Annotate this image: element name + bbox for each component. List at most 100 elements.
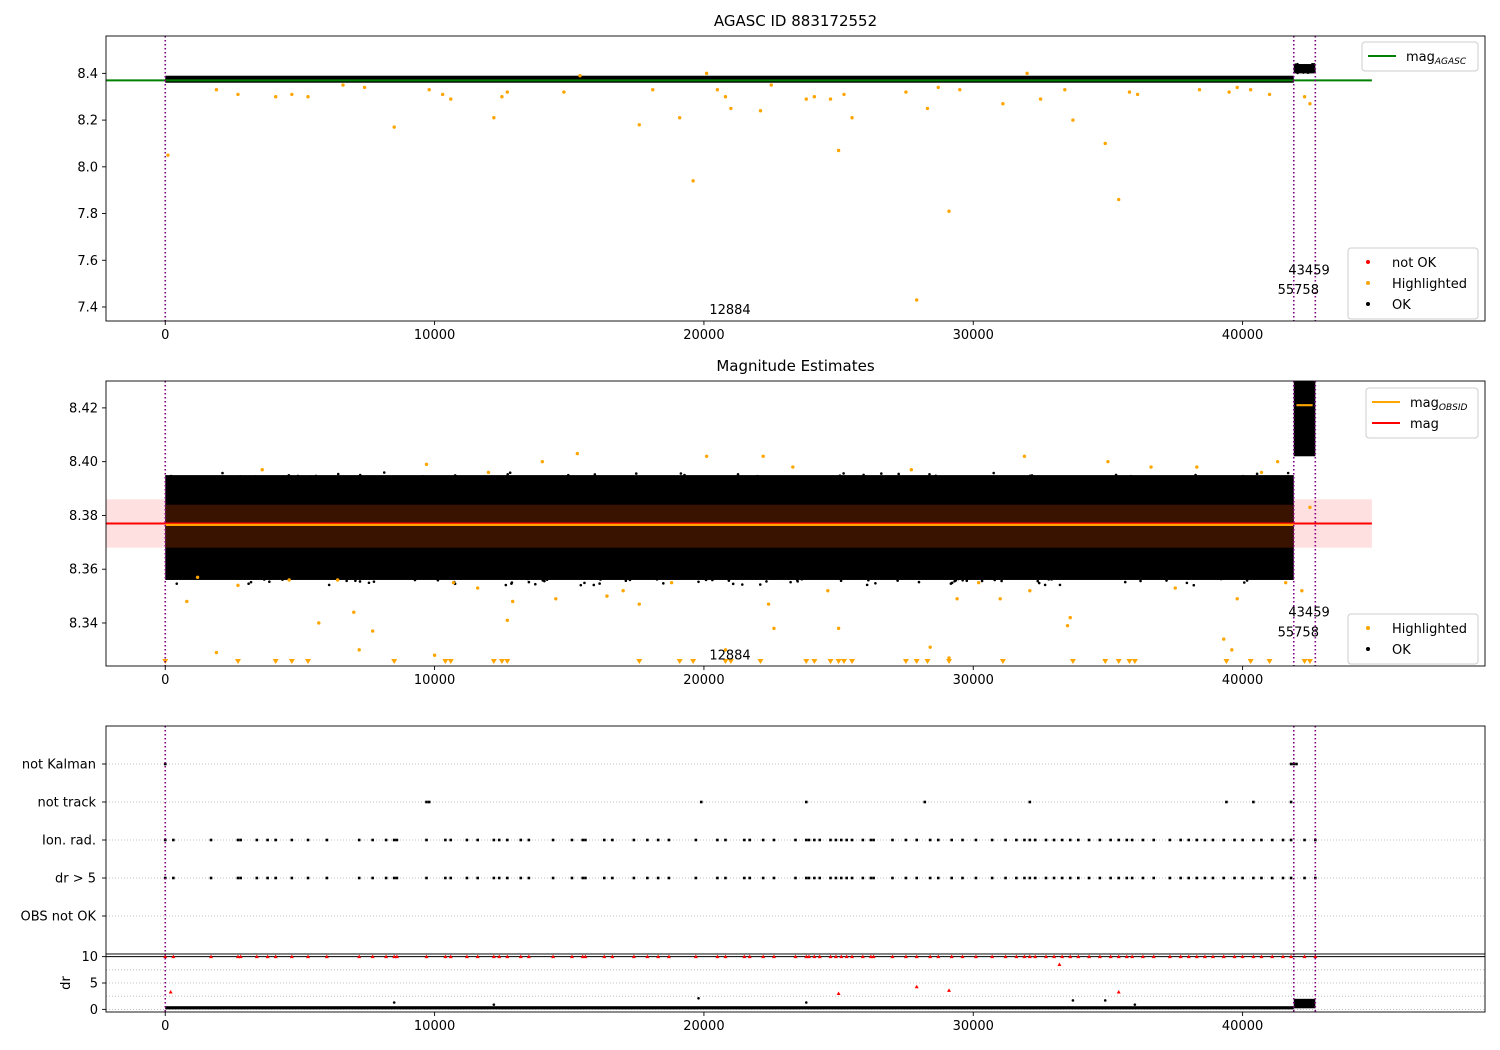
dr-flagged-point: [526, 954, 531, 959]
flag-marker: [602, 876, 606, 880]
agasc-lower-legend-dot-swatch: [1366, 281, 1370, 285]
flag-marker: [861, 838, 865, 842]
estimates-ok-point: [221, 471, 224, 475]
estimates-ok-point: [704, 482, 708, 486]
estimates-ok-point: [777, 482, 780, 486]
flag-marker: [449, 838, 453, 842]
estimates-ok-point: [731, 582, 735, 586]
estimates-ok-point: [1003, 482, 1006, 485]
flag-marker: [1195, 876, 1199, 880]
estimates-ok-point: [180, 486, 183, 490]
flag-marker: [761, 876, 765, 880]
estimates-ok-point: [727, 579, 731, 582]
dr-flagged-point: [947, 988, 952, 992]
flag-marker: [1241, 876, 1244, 880]
agasc-lower-legend-dot-swatch: [1366, 302, 1370, 306]
flag-marker: [743, 838, 746, 842]
flag-marker: [492, 838, 496, 842]
dr-flagged-point: [914, 954, 919, 959]
estimates-ok-point: [616, 570, 619, 574]
estimates-ok-point: [711, 578, 714, 582]
estimates-ok-point: [1263, 475, 1267, 478]
flag-marker: [794, 838, 797, 842]
flag-marker: [1270, 838, 1274, 842]
dr-flagged-point: [1027, 954, 1032, 959]
estimates-ok-point: [744, 476, 747, 479]
estimates-ok-point: [997, 573, 1000, 576]
estimates-ok-point: [980, 579, 984, 583]
estimates-ok-point: [624, 579, 628, 583]
flag-marker: [872, 876, 875, 880]
estimates-ok-point: [1037, 581, 1041, 585]
agasc-highlighted-point: [836, 148, 841, 153]
estimates-ok-point: [1192, 583, 1196, 587]
dr-flagged-point: [1087, 954, 1092, 959]
flag-marker: [839, 876, 843, 880]
flag-marker: [646, 876, 649, 880]
estimates-ok-point: [360, 569, 364, 573]
estimates-ok-point: [332, 479, 335, 482]
flag-marker: [891, 876, 894, 880]
estimates-ok-point: [699, 478, 703, 481]
estimates-ok-point: [929, 476, 933, 479]
agasc-ok-point: [1298, 64, 1301, 68]
flag-marker: [1252, 800, 1255, 804]
dr-flagged-point: [871, 954, 876, 959]
flag-marker: [1117, 876, 1121, 880]
estimates-ok-point: [1213, 485, 1217, 489]
estimates-dense-core: [165, 504, 1294, 548]
agasc-x-tick-label: 40000: [1222, 328, 1263, 343]
estimates-ok-point: [853, 568, 857, 572]
flag-marker: [834, 876, 838, 880]
estimates-ok-point: [345, 579, 348, 583]
dr-flagged-point: [806, 954, 811, 959]
flag-marker: [845, 876, 848, 880]
agasc-highlighted-point: [729, 106, 733, 111]
estimates-ok-point: [736, 472, 740, 476]
estimates-ok-point: [616, 573, 620, 577]
flag-marker: [527, 838, 531, 842]
estimates-ok-point: [534, 582, 537, 586]
estimates-clipped-marker: [1247, 659, 1254, 664]
estimates-clipped-marker: [305, 659, 312, 664]
estimates-ok-point: [1229, 572, 1233, 575]
flag-marker: [724, 838, 727, 842]
flag-marker: [1015, 838, 1018, 842]
estimates-clipped-marker: [946, 659, 953, 664]
dr-ok-point: [1133, 1003, 1137, 1006]
estimates-ok-point: [508, 471, 512, 475]
estimates-ok-point: [839, 571, 843, 575]
estimates-lower-legend-dot-swatch: [1366, 626, 1370, 630]
estimates-ok-point: [885, 479, 888, 483]
estimates-ok-point: [917, 580, 921, 584]
flag-marker: [1023, 838, 1026, 842]
estimates-ok-point: [1042, 568, 1045, 572]
estimates-ok-point: [1166, 572, 1170, 575]
estimates-ok-point: [897, 472, 900, 476]
estimates-highlighted-point: [1028, 589, 1032, 593]
estimates-ok-point: [244, 570, 248, 574]
dr-flagged-point: [1057, 962, 1062, 967]
flag-marker: [1187, 876, 1191, 880]
agasc-ok-points: [165, 75, 1294, 83]
estimates-ok-point: [1194, 473, 1197, 477]
dr-flagged-point: [860, 954, 865, 959]
flag-marker: [1289, 876, 1293, 880]
estimates-ok-point: [574, 575, 578, 579]
estimates-ok-point: [926, 569, 929, 573]
estimates-ok-point: [500, 479, 503, 483]
estimates-clipped-marker: [498, 659, 505, 664]
estimates-ok-point: [490, 569, 494, 572]
estimates-ok-point: [1099, 475, 1102, 479]
dr-flagged-point: [569, 954, 574, 959]
estimates-ok-point: [892, 480, 896, 484]
estimates-ok-point: [1219, 577, 1223, 581]
estimates-ok-point: [281, 578, 284, 581]
estimates-ok-point: [579, 583, 583, 587]
agasc-plot-area: [106, 36, 1485, 321]
estimates-ok-point: [647, 477, 651, 481]
estimates-ok-point: [518, 486, 522, 489]
estimates-ok-point: [1004, 568, 1008, 572]
flag-marker: [497, 876, 501, 880]
